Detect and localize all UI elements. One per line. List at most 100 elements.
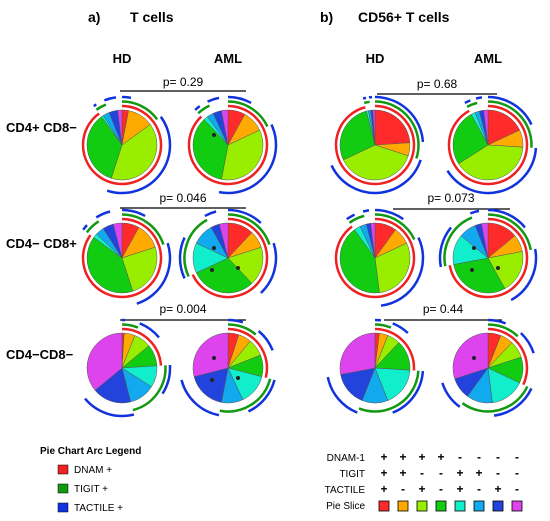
slice-key-sign: - xyxy=(496,450,500,464)
significance-marker xyxy=(212,133,216,137)
pvalue-a-row3: p= 0.004 xyxy=(120,302,246,321)
pie-arc xyxy=(121,95,132,100)
pie-arc xyxy=(363,100,370,105)
pie-slice xyxy=(342,144,409,181)
pie-arc xyxy=(93,103,97,108)
pie-arc xyxy=(121,213,165,245)
slice-key-sign: + xyxy=(456,482,463,496)
pie-arc xyxy=(81,217,163,299)
pie-slice xyxy=(372,109,376,146)
pie-arc xyxy=(187,104,269,186)
slice-key: DNAM-1 TIGIT TACTILE Pie Slice + + + + - - - -+… xyxy=(325,450,523,512)
pie-arc xyxy=(194,105,201,111)
pie-slice xyxy=(339,332,376,375)
pie-arc xyxy=(330,159,422,195)
slice-key-swatch xyxy=(473,500,485,512)
pie-slice xyxy=(192,332,229,378)
significance-marker xyxy=(496,266,500,270)
pvalue-b-row1: p= 0.68 xyxy=(377,77,497,95)
pie-arc xyxy=(358,370,420,413)
slice-key-swatch xyxy=(397,500,409,512)
pie-slice xyxy=(112,222,123,259)
pvalue-text: p= 0.046 xyxy=(159,191,206,205)
pie-arc xyxy=(446,147,538,195)
pie-arc xyxy=(227,95,252,105)
pie-arc xyxy=(121,100,159,121)
pie-slice xyxy=(221,109,229,146)
slice-key-row-dnam: DNAM-1 xyxy=(327,453,366,464)
significance-marker xyxy=(236,266,240,270)
pie-arc xyxy=(380,237,425,307)
slice-key-sign: - xyxy=(515,482,519,496)
slice-key-sign: - xyxy=(477,450,481,464)
pie-arc xyxy=(448,217,529,299)
legend-label-tigit: TIGIT + xyxy=(74,484,108,495)
slice-key-sign: - xyxy=(515,466,519,480)
slice-key-sign: + xyxy=(456,466,463,480)
pie-arc xyxy=(487,208,526,229)
row-label-3: CD4−CD8− xyxy=(6,347,74,362)
pie-arc xyxy=(227,208,262,224)
pie-arc xyxy=(334,217,416,299)
pie-slice xyxy=(374,242,411,293)
slice-key-row-tactile: TACTILE xyxy=(325,485,366,496)
pie-slice xyxy=(481,222,489,259)
slice-key-swatch xyxy=(416,500,428,512)
pvalue-a-row2: p= 0.046 xyxy=(120,191,246,209)
slice-key-sign: + xyxy=(380,482,387,496)
pie-arc xyxy=(218,124,278,195)
pie-slice xyxy=(110,124,158,181)
pie-arc xyxy=(493,387,533,417)
group-a-aml: AML xyxy=(214,51,242,66)
arc-legend: Pie Chart Arc Legend DNAM + TIGIT + TACT… xyxy=(40,446,141,514)
slice-key-swatch xyxy=(454,500,466,512)
pie-slice xyxy=(453,257,506,294)
slice-key-row-tigit: TIGIT xyxy=(339,469,365,480)
pie-arc xyxy=(227,100,269,128)
pie-arc xyxy=(106,116,172,195)
slice-key-sign: - xyxy=(401,482,405,496)
pie-6-hd xyxy=(326,318,425,414)
pie-slice xyxy=(218,222,229,259)
pie-arc xyxy=(374,100,420,159)
pie-charts xyxy=(81,95,538,418)
significance-marker xyxy=(212,246,216,250)
pie-arc xyxy=(469,209,480,215)
pie-slice xyxy=(121,246,158,292)
pie-arc xyxy=(227,327,269,379)
pie-slice xyxy=(86,332,123,391)
pie-slice xyxy=(374,367,411,401)
slice-key-sign: - xyxy=(439,482,443,496)
pie-slice xyxy=(195,257,253,294)
pie-arc xyxy=(95,103,107,111)
pvalue-text: p= 0.68 xyxy=(417,77,458,91)
pie-arc xyxy=(121,208,146,218)
group-b-aml: AML xyxy=(474,51,502,66)
legend-label-dnam: DNAM + xyxy=(74,465,112,476)
group-a-hd: HD xyxy=(113,51,132,66)
pvalue-text: p= 0.004 xyxy=(159,302,206,316)
significance-marker xyxy=(470,268,474,272)
panel-a-label: a) xyxy=(88,9,100,25)
slice-key-sign: + xyxy=(399,450,406,464)
pie-arc xyxy=(103,96,117,102)
pie-arc xyxy=(487,100,533,148)
significance-marker xyxy=(212,356,216,360)
pie-5-aml xyxy=(438,208,538,302)
pie-arc xyxy=(121,327,163,366)
pie-3-aml xyxy=(180,318,276,417)
pie-arc xyxy=(487,95,533,126)
slice-key-swatch xyxy=(435,500,447,512)
pvalue-text: p= 0.073 xyxy=(427,191,474,205)
row-label-1: CD4+ CD8− xyxy=(6,120,77,135)
pie-arc xyxy=(348,214,365,224)
pie-slice xyxy=(193,367,229,403)
pie-arc xyxy=(443,216,473,267)
group-b-hd: HD xyxy=(366,51,385,66)
pie-2-hd xyxy=(81,208,172,305)
pie-arc xyxy=(464,99,471,105)
pie-arc xyxy=(487,213,532,251)
slice-key-swatch xyxy=(378,500,390,512)
pie-1-hd xyxy=(81,95,172,195)
pie-arc xyxy=(85,220,100,234)
